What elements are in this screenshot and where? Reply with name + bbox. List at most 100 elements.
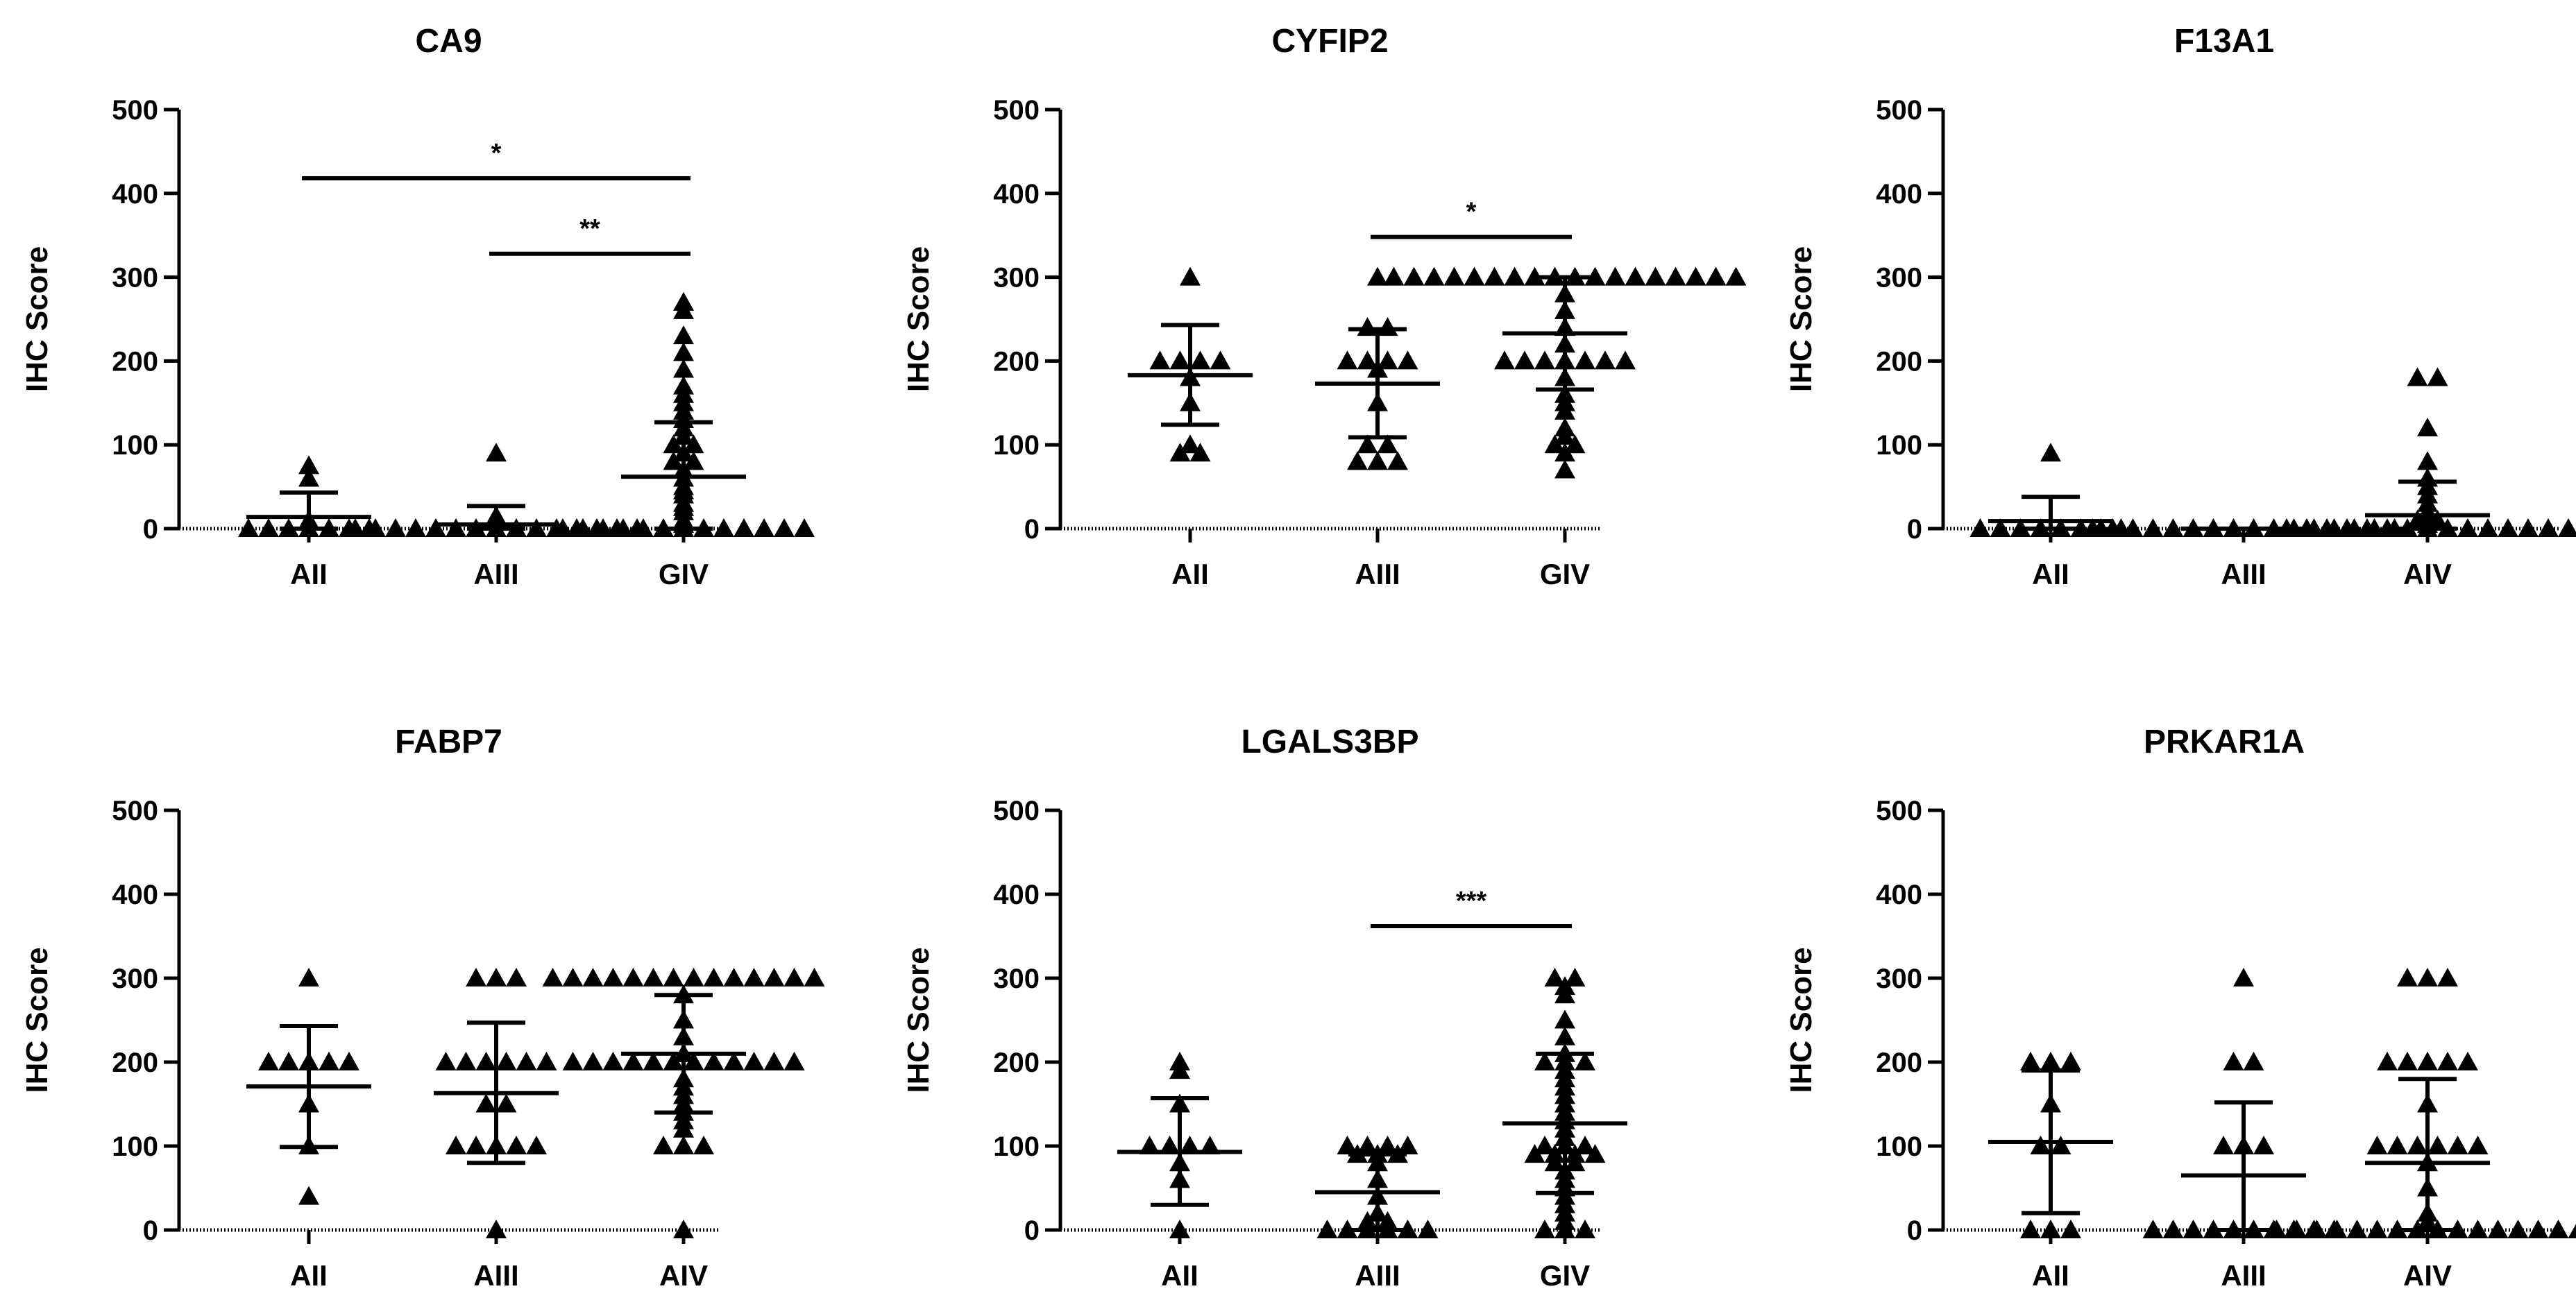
- data-point: [486, 1220, 507, 1238]
- data-point: [2040, 1220, 2061, 1238]
- y-tick-label: 300: [112, 263, 158, 293]
- data-point: [298, 468, 319, 487]
- data-point: [2467, 1136, 2489, 1154]
- y-tick-label: 200: [1876, 346, 1922, 377]
- data-point: [1316, 1220, 1338, 1238]
- data-point: [319, 1052, 339, 1070]
- data-point: [2477, 518, 2498, 537]
- data-point: [446, 518, 466, 537]
- data-point: [2060, 1220, 2081, 1238]
- data-point: [475, 1052, 497, 1070]
- data-point: [1534, 350, 1555, 370]
- data-point: [2548, 1220, 2569, 1238]
- y-tick-label: 200: [112, 1048, 158, 1078]
- data-point: [593, 518, 613, 537]
- data-point: [495, 1093, 517, 1113]
- data-point: [2266, 1220, 2287, 1238]
- data-point: [743, 968, 765, 986]
- data-point: [582, 968, 604, 986]
- data-point: [1625, 266, 1646, 286]
- y-tick-label: 100: [1876, 430, 1922, 461]
- data-point: [1357, 350, 1378, 370]
- data-point: [2498, 518, 2518, 537]
- y-tick-label: 100: [112, 1131, 158, 1162]
- x-tick-label: AII: [290, 1259, 328, 1292]
- x-tick-label: AIII: [473, 558, 518, 590]
- data-point: [1169, 1220, 1190, 1238]
- data-point: [1524, 266, 1545, 286]
- x-tick-label: AII: [2032, 1259, 2069, 1292]
- chart-panel-cyfip2: CYFIP2 IHC Score 0 100 200 300 400 500 AII AIII GI…: [901, 23, 1747, 590]
- y-tick-label: 400: [993, 880, 1040, 910]
- data-point: [663, 451, 684, 470]
- data-point: [506, 1136, 527, 1154]
- data-point: [339, 1052, 359, 1070]
- data-point: [1584, 266, 1606, 286]
- y-tick-label: 500: [1876, 95, 1922, 126]
- data-point: [683, 451, 704, 470]
- data-point: [673, 300, 694, 319]
- data-point: [475, 1093, 497, 1113]
- data-point: [1685, 266, 1706, 286]
- data-point: [1544, 1152, 1566, 1172]
- data-point: [673, 1220, 694, 1238]
- data-point: [1575, 350, 1595, 370]
- data-point: [1494, 350, 1515, 370]
- y-tick-label: 500: [993, 95, 1040, 126]
- data-point: [693, 1136, 714, 1154]
- data-point: [663, 434, 684, 454]
- data-point: [562, 968, 584, 986]
- data-point: [1575, 1136, 1595, 1154]
- data-point: [774, 518, 795, 537]
- data-point: [1149, 350, 1171, 370]
- significance-label: ***: [1456, 887, 1487, 916]
- y-tick-label: 200: [993, 1048, 1040, 1078]
- data-point: [2407, 1136, 2428, 1154]
- data-point: [2417, 968, 2438, 986]
- significance-label: *: [1466, 198, 1477, 227]
- y-tick-label: 200: [1876, 1048, 1922, 1078]
- data-point: [1564, 1152, 1586, 1172]
- data-point: [1554, 1220, 1575, 1238]
- chart-panel-f13a1: F13A1 IHC Score 0 100 200 300 400 500 AII AIII AIV: [1784, 23, 2576, 590]
- y-tick-label: 400: [112, 179, 158, 210]
- data-point: [2286, 1220, 2307, 1238]
- data-point: [435, 1052, 457, 1070]
- data-point: [1554, 443, 1575, 462]
- y-tick-label: 0: [1024, 1215, 1040, 1246]
- data-point: [385, 518, 406, 537]
- data-point: [2183, 1220, 2204, 1238]
- data-point: [1403, 266, 1425, 286]
- data-point: [633, 518, 654, 537]
- data-point: [2417, 451, 2438, 470]
- data-point: [2233, 968, 2254, 986]
- data-point: [1544, 968, 1566, 986]
- y-tick-label: 0: [1907, 514, 1922, 545]
- data-point: [723, 968, 745, 986]
- x-tick-label: AIII: [1355, 1259, 1400, 1292]
- data-point: [1397, 1220, 1418, 1238]
- data-point: [622, 968, 644, 986]
- data-point: [1367, 266, 1388, 286]
- data-point: [2357, 518, 2378, 537]
- data-point: [2427, 1136, 2448, 1154]
- data-point: [683, 968, 704, 986]
- data-point: [2507, 1220, 2529, 1238]
- data-point: [783, 1052, 805, 1070]
- data-point: [486, 968, 507, 986]
- x-tick-label: AIV: [659, 1259, 708, 1292]
- data-point: [2010, 518, 2031, 537]
- chart-title: CYFIP2: [1271, 23, 1388, 60]
- data-point: [562, 1052, 584, 1070]
- data-point: [1554, 426, 1575, 445]
- data-point: [2337, 518, 2357, 537]
- data-point: [2040, 443, 2061, 462]
- data-point: [466, 968, 486, 986]
- y-tick-label: 300: [1876, 964, 1922, 994]
- y-tick-label: 0: [143, 514, 158, 545]
- data-point: [673, 1136, 694, 1154]
- data-point: [2223, 1052, 2244, 1070]
- data-point: [2122, 518, 2144, 537]
